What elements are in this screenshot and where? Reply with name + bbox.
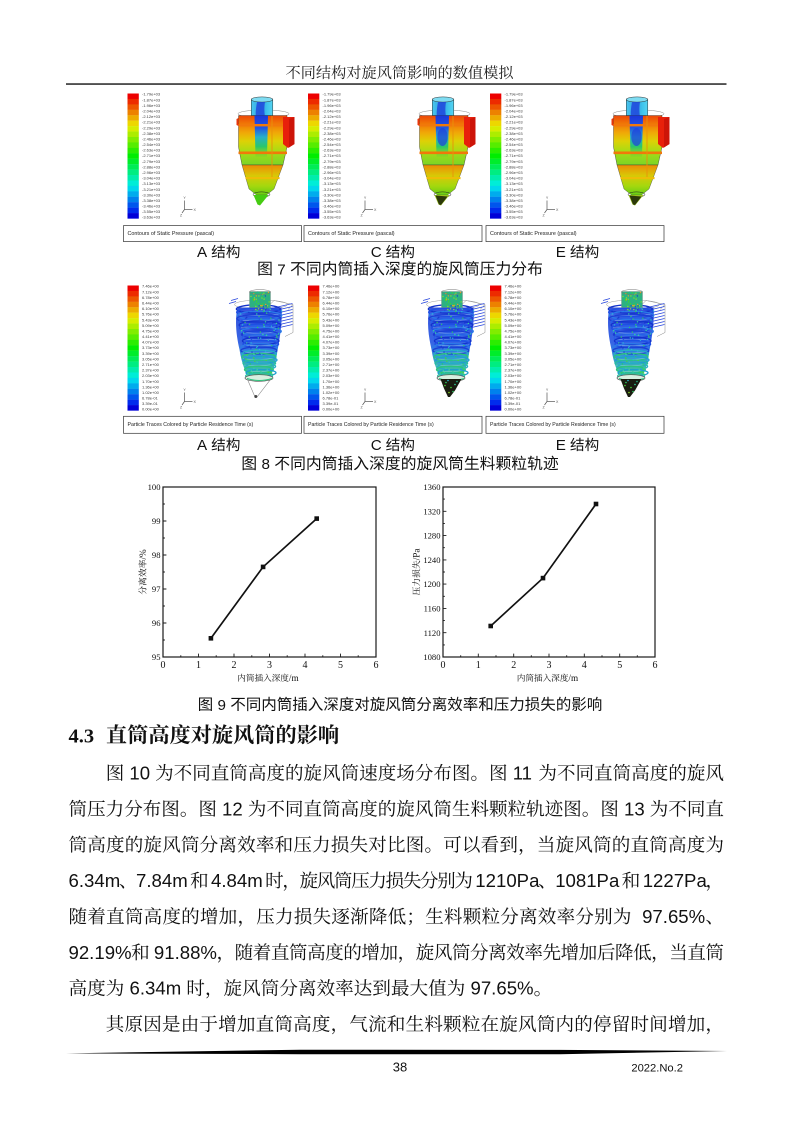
svg-text:1200: 1200 xyxy=(423,579,440,589)
svg-text:7.84m: 7.84m xyxy=(136,870,188,891)
svg-text:Particle Traces Colored by Par: Particle Traces Colored by Particle Resi… xyxy=(490,422,616,428)
svg-text:A: A xyxy=(197,244,208,261)
svg-text:C: C xyxy=(371,244,382,261)
svg-text:6.34m: 6.34m xyxy=(130,978,182,999)
svg-text:E: E xyxy=(556,244,566,261)
svg-text:/m: /m xyxy=(289,673,299,683)
svg-text:1: 1 xyxy=(476,660,481,671)
svg-text:2: 2 xyxy=(232,660,237,671)
svg-text:7: 7 xyxy=(277,261,285,278)
svg-text:1210Pa: 1210Pa xyxy=(475,870,540,891)
svg-text:97.65%: 97.65% xyxy=(642,906,705,927)
svg-text:91.88%: 91.88% xyxy=(154,942,217,963)
svg-text:4: 4 xyxy=(303,660,308,671)
svg-text:4: 4 xyxy=(582,660,587,671)
svg-text:4.84m: 4.84m xyxy=(211,870,263,891)
svg-text:5: 5 xyxy=(617,660,622,671)
svg-text:6: 6 xyxy=(374,660,379,671)
svg-text:1280: 1280 xyxy=(423,531,440,541)
svg-text:4.3: 4.3 xyxy=(69,725,95,747)
svg-text:A: A xyxy=(197,437,208,454)
svg-text:6.34m: 6.34m xyxy=(69,870,121,891)
svg-text:95: 95 xyxy=(152,652,161,662)
svg-text:10: 10 xyxy=(129,763,150,784)
svg-text:0: 0 xyxy=(161,660,166,671)
svg-text:2022.No.2: 2022.No.2 xyxy=(631,1063,683,1075)
svg-text:Contours of Static Pressure (p: Contours of Static Pressure (pascal) xyxy=(490,231,577,237)
svg-text:Particle Traces Colored by Par: Particle Traces Colored by Particle Resi… xyxy=(308,422,434,428)
svg-text:3: 3 xyxy=(547,660,552,671)
svg-text:/m: /m xyxy=(568,673,578,683)
svg-text:1080: 1080 xyxy=(423,652,440,662)
svg-text:97: 97 xyxy=(152,584,161,594)
svg-text:3: 3 xyxy=(267,660,272,671)
svg-text:9: 9 xyxy=(218,697,226,714)
svg-text:Particle Traces Colored by Par: Particle Traces Colored by Particle Resi… xyxy=(128,422,254,428)
svg-text:C: C xyxy=(371,437,382,454)
svg-text:13: 13 xyxy=(624,798,645,819)
svg-text:Contours of Static Pressure (p: Contours of Static Pressure (pascal) xyxy=(308,231,395,237)
svg-text:8: 8 xyxy=(262,456,270,473)
svg-text:12: 12 xyxy=(222,798,243,819)
svg-text:1160: 1160 xyxy=(424,604,441,614)
svg-text:1: 1 xyxy=(196,660,201,671)
svg-text:97.65%: 97.65% xyxy=(471,978,534,999)
svg-text:1227Pa: 1227Pa xyxy=(643,870,708,891)
svg-text:0: 0 xyxy=(441,660,446,671)
svg-text:11: 11 xyxy=(513,763,532,784)
svg-text:38: 38 xyxy=(393,1060,407,1075)
svg-text:Contours of Static Pressure (p: Contours of Static Pressure (pascal) xyxy=(128,231,215,237)
svg-text:1360: 1360 xyxy=(423,482,440,492)
svg-text:99: 99 xyxy=(152,516,161,526)
svg-text:96: 96 xyxy=(152,618,161,628)
svg-text:/%: /% xyxy=(138,549,148,560)
svg-text:1081Pa: 1081Pa xyxy=(555,870,620,891)
svg-text:1120: 1120 xyxy=(424,628,441,638)
svg-text:/Pa: /Pa xyxy=(412,549,422,561)
svg-text:1240: 1240 xyxy=(423,555,440,565)
svg-text:E: E xyxy=(556,437,566,454)
svg-text:1320: 1320 xyxy=(423,506,440,516)
svg-text:100: 100 xyxy=(148,482,161,492)
svg-text:98: 98 xyxy=(152,550,161,560)
svg-text:2: 2 xyxy=(511,660,516,671)
svg-text:5: 5 xyxy=(338,660,343,671)
svg-text:92.19%: 92.19% xyxy=(69,942,132,963)
svg-text:6: 6 xyxy=(653,660,658,671)
